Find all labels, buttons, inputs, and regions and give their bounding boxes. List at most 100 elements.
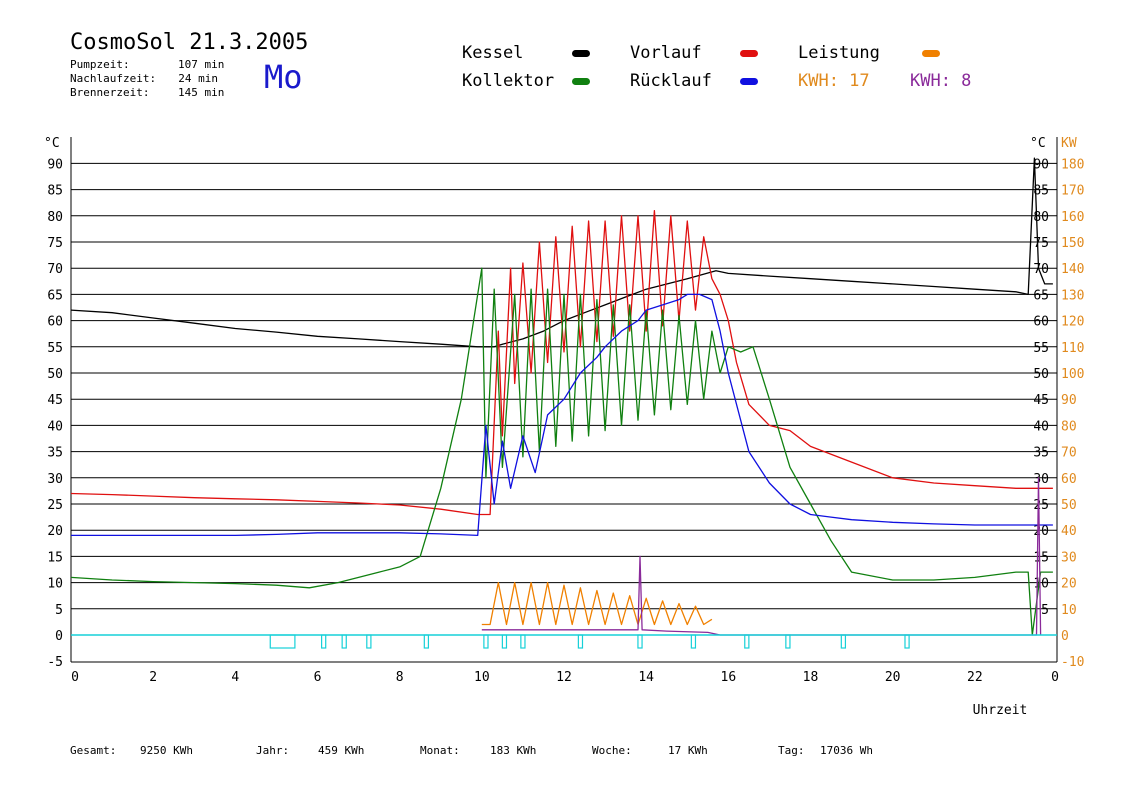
y-left-tick-label: 45 xyxy=(47,393,63,408)
x-tick-label: 4 xyxy=(231,670,239,685)
series-line-kessel xyxy=(70,157,1053,348)
y-kw-tick-label: 90 xyxy=(1061,393,1077,408)
footer-monat-label: Monat: xyxy=(420,744,460,757)
y-left-tick-label: 40 xyxy=(47,419,63,434)
x-tick-label: 6 xyxy=(314,670,322,685)
series-line-r-cklauf xyxy=(71,293,1053,537)
y-right-tick-label: 5 xyxy=(1041,603,1049,618)
y-kw-tick-label: 10 xyxy=(1061,603,1077,618)
y-left-tick-label: 0 xyxy=(55,629,63,644)
x-tick-label: 18 xyxy=(803,670,819,685)
pump-interval-9 xyxy=(637,634,643,649)
y-right-tick-label: 65 xyxy=(1033,288,1049,303)
y-right-tick-label: 90 xyxy=(1033,157,1049,172)
footer-gesamt-value: 9250 KWh xyxy=(140,744,193,757)
legend-swatch-kollektor xyxy=(572,78,590,85)
legend-swatch-leistung xyxy=(922,50,940,57)
y-right-tick-label: 40 xyxy=(1033,419,1049,434)
y-left-tick-label: 90 xyxy=(47,157,63,172)
x-tick-label: 12 xyxy=(556,670,572,685)
legend-swatch-vorlauf xyxy=(740,50,758,57)
x-tick-label: 16 xyxy=(721,670,737,685)
chart-area: -5051015202530354045505560657075808590°C… xyxy=(44,136,1084,718)
y-right-tick-label: 15 xyxy=(1033,550,1049,565)
pump-interval-3 xyxy=(366,634,372,649)
brennerzeit-label: Brennerzeit: xyxy=(70,86,150,99)
pump-interval-4 xyxy=(423,634,430,649)
legend-kwh-second: KWH: 8 xyxy=(910,71,972,91)
series-line-vorlauf xyxy=(70,209,1053,516)
pump-interval-1 xyxy=(321,634,327,649)
y-left-tick-label: 85 xyxy=(47,184,63,199)
y-left-tick-label: -5 xyxy=(47,655,63,670)
pump-interval-6 xyxy=(501,634,508,649)
y-kw-tick-label: 180 xyxy=(1061,157,1084,172)
pump-interval-12 xyxy=(785,634,791,649)
y-kw-tick-label: 70 xyxy=(1061,446,1077,461)
legend-label-vorlauf: Vorlauf xyxy=(630,43,702,63)
y-left-tick-label: 10 xyxy=(47,577,63,592)
chart-title: CosmoSol 21.3.2005 xyxy=(70,30,309,55)
y-right-tick-label: 60 xyxy=(1033,315,1049,330)
y-right-unit-label: °C xyxy=(1030,136,1046,151)
footer-gesamt-label: Gesamt: xyxy=(70,744,117,757)
legend-swatch-ruecklauf xyxy=(740,78,758,85)
pump-interval-5 xyxy=(483,634,489,649)
y-kw-unit-label: KW xyxy=(1061,136,1077,151)
y-right-tick-label: 20 xyxy=(1033,524,1049,539)
y-kw-tick-label: 80 xyxy=(1061,419,1077,434)
legend-label-kessel: Kessel xyxy=(462,43,524,63)
y-right-tick-label: 50 xyxy=(1033,367,1049,382)
y-left-tick-label: 65 xyxy=(47,288,63,303)
y-left-tick-label: 80 xyxy=(47,210,63,225)
y-left-tick-label: 55 xyxy=(47,341,63,356)
y-kw-tick-label: 110 xyxy=(1061,341,1084,356)
y-kw-tick-label: -10 xyxy=(1061,655,1084,670)
pump-interval-8 xyxy=(577,634,584,649)
footer-monat-value: 183 KWh xyxy=(490,744,537,757)
y-left-tick-label: 5 xyxy=(55,603,63,618)
y-left-unit-label: °C xyxy=(44,136,60,151)
y-kw-tick-label: 120 xyxy=(1061,315,1084,330)
nachlaufzeit-label: Nachlaufzeit: xyxy=(70,72,157,85)
y-right-tick-label: 10 xyxy=(1033,577,1049,592)
y-right-tick-label: 75 xyxy=(1033,236,1049,251)
footer-tag-value: 17036 Wh xyxy=(820,744,873,757)
pump-interval-7 xyxy=(520,634,526,649)
y-right-tick-label: 55 xyxy=(1033,341,1049,356)
y-kw-tick-label: 160 xyxy=(1061,210,1084,225)
pump-interval-11 xyxy=(744,634,750,649)
y-right-tick-label: 85 xyxy=(1033,184,1049,199)
y-kw-tick-label: 60 xyxy=(1061,472,1077,487)
y-right-tick-label: 25 xyxy=(1033,498,1049,513)
y-right-tick-label: 45 xyxy=(1033,393,1049,408)
y-kw-tick-label: 0 xyxy=(1061,629,1069,644)
y-kw-tick-label: 50 xyxy=(1061,498,1077,513)
nachlaufzeit-value: 24 min xyxy=(178,72,218,85)
pump-interval-10 xyxy=(690,634,697,649)
y-left-tick-label: 50 xyxy=(47,367,63,382)
y-kw-tick-label: 150 xyxy=(1061,236,1084,251)
x-tick-label: 10 xyxy=(474,670,490,685)
x-tick-label: 14 xyxy=(638,670,654,685)
y-kw-tick-label: 20 xyxy=(1061,577,1077,592)
series-line-kollektor xyxy=(70,267,1053,636)
y-right-tick-label: 70 xyxy=(1033,262,1049,277)
x-tick-label: 2 xyxy=(149,670,157,685)
y-kw-tick-label: 130 xyxy=(1061,288,1084,303)
x-axis-label: Uhrzeit xyxy=(973,703,1028,718)
x-tick-label: 20 xyxy=(885,670,901,685)
footer-jahr-value: 459 KWh xyxy=(318,744,365,757)
y-kw-tick-label: 30 xyxy=(1061,550,1077,565)
y-right-tick-label: 35 xyxy=(1033,446,1049,461)
y-left-tick-label: 20 xyxy=(47,524,63,539)
y-kw-tick-label: 100 xyxy=(1061,367,1084,382)
y-left-tick-label: 75 xyxy=(47,236,63,251)
footer-woche-value: 17 KWh xyxy=(668,744,708,757)
legend-label-kollektor: Kollektor xyxy=(462,71,555,91)
series-line-leistung xyxy=(481,581,713,626)
y-left-tick-label: 15 xyxy=(47,550,63,565)
pump-interval-2 xyxy=(341,634,347,649)
x-tick-label: 0 xyxy=(71,670,79,685)
footer-jahr-label: Jahr: xyxy=(256,744,290,757)
